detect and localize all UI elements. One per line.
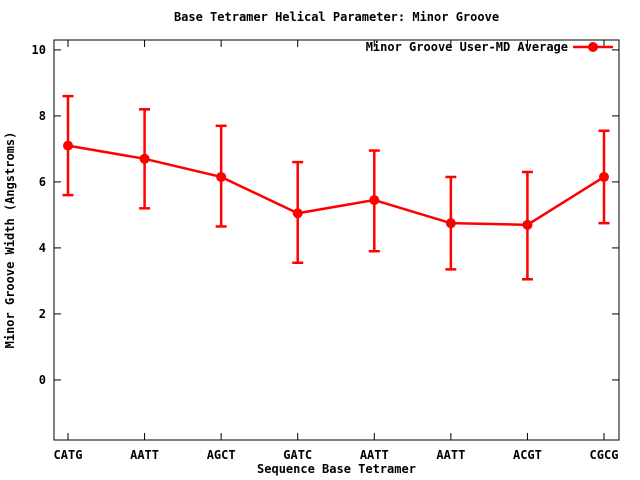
x-tick-label: AATT [360,448,389,462]
x-axis-label: Sequence Base Tetramer [257,462,416,476]
data-point [599,171,609,182]
legend-marker-icon [588,42,598,52]
x-tick-label: AATT [436,448,465,462]
data-point [369,195,380,206]
data-point [63,140,73,151]
data-point [522,219,533,230]
x-tick-label: CATG [54,448,83,462]
y-tick-label: 6 [39,175,46,189]
y-tick-label: 4 [39,241,46,255]
y-tick-label: 10 [32,43,46,57]
data-point [445,218,456,229]
data-point [216,171,227,182]
y-tick-label: 8 [39,109,46,123]
y-tick-label: 2 [39,307,46,321]
x-tick-label: AGCT [207,448,236,462]
chart-title: Base Tetramer Helical Parameter: Minor G… [174,10,499,24]
x-tick-label: ACGT [513,448,542,462]
data-point [139,153,150,164]
legend-label: Minor Groove User-MD Average [366,40,568,54]
y-tick-label: 0 [39,373,46,387]
x-tick-label: GATC [283,448,312,462]
plot-frame [53,39,620,441]
data-point [292,208,303,219]
x-tick-label: AATT [130,448,159,462]
y-axis-label: Minor Groove Width (Angstroms) [3,132,17,349]
x-tick-label: CGCG [590,448,619,462]
series-line [67,144,605,227]
